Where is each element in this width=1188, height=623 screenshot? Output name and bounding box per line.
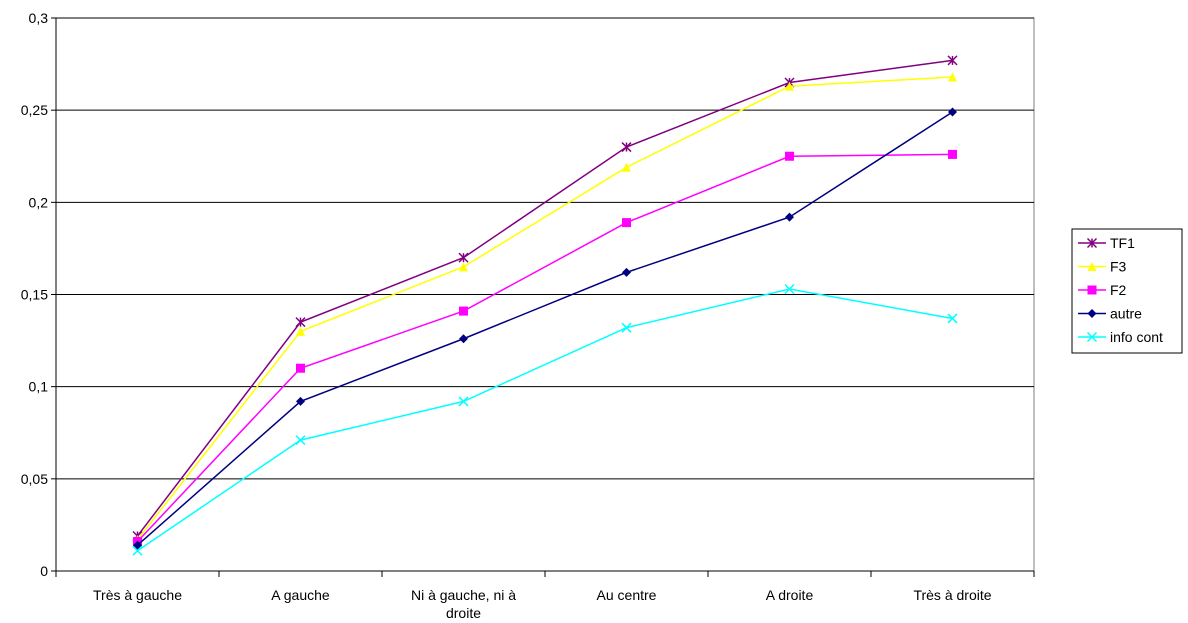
- series-line: [136, 153, 953, 543]
- series-info-cont: [132, 283, 958, 556]
- y-tick-label: 0,3: [29, 10, 49, 26]
- legend: TF1 F3 F2 autre info cont: [1071, 228, 1183, 354]
- data-point: [622, 267, 631, 277]
- data-point: [622, 162, 631, 172]
- x-tick-label: Très à droite: [913, 587, 991, 603]
- y-tick-label: 0,25: [21, 102, 48, 118]
- plot-area: [55, 17, 1035, 572]
- data-point: [947, 55, 958, 66]
- y-axis: 0 0,05 0,1 0,15 0,2 0,25 0,3: [21, 10, 57, 579]
- legend-marker: [1087, 262, 1097, 271]
- x-tick-label: A droite: [766, 587, 814, 603]
- legend-item: F3: [1078, 259, 1127, 275]
- legend-label: F3: [1110, 259, 1127, 275]
- series-line: [136, 76, 953, 541]
- series-group: [132, 55, 958, 556]
- data-point: [784, 283, 795, 295]
- data-point: [295, 435, 306, 446]
- data-point: [785, 151, 794, 161]
- x-tick-label: Très à gauche: [93, 587, 182, 603]
- x-axis: Très à gauche A gauche Ni à gauche, ni à dr…: [55, 570, 1035, 621]
- y-tick-label: 0,1: [29, 379, 49, 395]
- series-line: [136, 59, 953, 537]
- data-point: [296, 326, 305, 336]
- data-point: [948, 72, 957, 82]
- legend-label: autre: [1110, 306, 1142, 322]
- data-point: [785, 81, 794, 91]
- data-point: [948, 107, 957, 117]
- data-point: [621, 322, 632, 333]
- data-point: [296, 396, 305, 406]
- legend-marker: [1086, 237, 1098, 249]
- data-point: [296, 363, 305, 373]
- data-point: [785, 212, 794, 222]
- data-point: [621, 142, 632, 153]
- x-tick-label: A gauche: [271, 587, 330, 603]
- data-point: [947, 313, 958, 324]
- legend-item: info cont: [1078, 329, 1163, 345]
- data-point: [458, 252, 469, 263]
- legend-marker: [1086, 331, 1098, 343]
- data-point: [458, 396, 469, 407]
- series-line: [137, 111, 953, 546]
- legend-label: TF1: [1110, 235, 1135, 251]
- y-tick-label: 0,2: [29, 194, 49, 210]
- legend-label: info cont: [1110, 329, 1163, 345]
- data-point: [459, 306, 468, 316]
- legend-marker: [1087, 285, 1097, 295]
- legend-marker: [1087, 309, 1097, 318]
- data-point: [622, 218, 631, 228]
- data-point: [948, 149, 957, 159]
- legend-item: F2: [1078, 282, 1127, 298]
- data-point: [459, 262, 468, 272]
- data-point: [132, 545, 143, 556]
- data-point: [459, 334, 468, 344]
- y-tick-label: 0: [40, 563, 48, 579]
- legend-label: F2: [1110, 282, 1127, 298]
- data-point: [295, 317, 306, 328]
- series-autre: [133, 107, 957, 550]
- legend-item: autre: [1078, 306, 1142, 322]
- x-tick-label: Au centre: [597, 587, 657, 603]
- series-line: [137, 288, 953, 552]
- y-tick-label: 0,15: [21, 287, 48, 303]
- x-tick-label: Ni à gauche, ni à droite: [411, 587, 516, 621]
- legend-item: TF1: [1078, 235, 1135, 251]
- y-tick-label: 0,05: [21, 471, 48, 487]
